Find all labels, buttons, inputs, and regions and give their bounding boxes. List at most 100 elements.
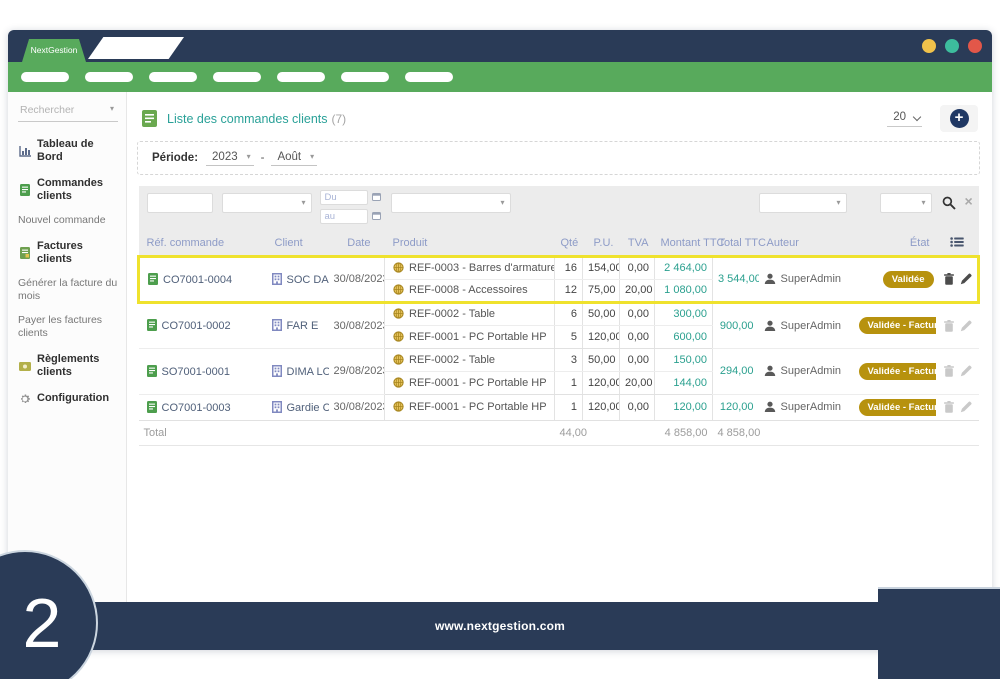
order-date: 30/08/2023 <box>328 394 385 421</box>
minimize-dot[interactable] <box>922 39 936 53</box>
sidebar-item-configuration[interactable]: Configuration <box>18 392 118 405</box>
building-icon <box>271 272 282 285</box>
order-qty: 16 <box>554 254 583 280</box>
window-controls <box>922 39 982 53</box>
filter-date-from-input[interactable]: Du <box>319 190 368 205</box>
pencil-icon[interactable] <box>960 273 972 285</box>
close-dot[interactable] <box>968 39 982 53</box>
column-header-auteur[interactable]: Auteur <box>758 232 854 256</box>
sidebar-item-nouvel-commande[interactable]: Nouvel commande <box>18 214 118 227</box>
column-header-p-u[interactable]: P.U. <box>582 232 620 256</box>
sidebar-item-commandes-clients[interactable]: Commandes clients <box>18 177 118 203</box>
filter-produit-select[interactable]: ▾ <box>390 193 511 213</box>
building-icon <box>271 319 282 331</box>
period-month-select[interactable]: Août ▾ <box>271 150 318 166</box>
sidebar-item-factures-clients[interactable]: Factures clients <box>18 240 118 266</box>
filter-ref-input[interactable] <box>146 193 213 213</box>
nav-pill-2[interactable] <box>85 72 133 82</box>
total-row: Total 44,00 4 858,00 4 858,00 <box>138 420 979 446</box>
order-row-CO7001-0002-line-1[interactable]: CO7001-0002 FAR E 30/08/2023 REF-0002 - Tab… <box>138 302 979 349</box>
clear-filters-icon[interactable]: × <box>964 193 973 209</box>
order-row-CO7001-0002-line-2[interactable]: REF-0001 - PC Portable HP 5 120,00 0,00 600,… <box>139 325 979 349</box>
total-label: Total <box>138 420 555 446</box>
order-produit: REF-0002 - Table <box>384 348 555 372</box>
maximize-dot[interactable] <box>945 39 959 53</box>
sidebar-item-g-n-rer-la-facture-du-mois[interactable]: Générer la facture du mois <box>18 277 118 303</box>
order-qty: 6 <box>554 302 583 326</box>
order-tva: 20,00 <box>619 279 655 304</box>
nav-pill-3[interactable] <box>149 72 197 82</box>
order-produit: REF-0003 - Barres d'armature de fer <box>384 254 555 280</box>
order-tva: 0,00 <box>619 394 655 421</box>
order-qty: 1 <box>554 371 583 395</box>
sidebar-item-r-glements-clients[interactable]: Règlements clients <box>18 353 118 379</box>
sidebar-search-select[interactable]: Rechercher ▾ <box>18 102 118 122</box>
order-actions <box>935 254 980 304</box>
filter-etat-select[interactable]: ▾ <box>879 193 932 213</box>
order-date: 29/08/2023 <box>328 348 385 395</box>
trash-icon[interactable] <box>943 365 954 377</box>
sidebar-item-label: Payer les factures clients <box>18 314 103 339</box>
column-header-produit[interactable]: Produit <box>384 232 555 256</box>
order-status: Validée - Facturé <box>853 394 936 421</box>
list-icon[interactable] <box>935 232 979 256</box>
chart-icon <box>18 145 31 157</box>
period-year-select[interactable]: 2023 ▾ <box>206 151 254 166</box>
nav-pill-6[interactable] <box>341 72 389 82</box>
column-header-tat[interactable]: État <box>853 232 936 256</box>
page-title: Liste des commandes clients <box>167 111 328 126</box>
column-header-qt[interactable]: Qté <box>554 232 583 256</box>
column-header-client[interactable]: Client <box>266 232 329 256</box>
trash-icon[interactable] <box>943 401 954 413</box>
order-qty: 3 <box>554 348 583 372</box>
slide-number: 2 <box>22 584 62 662</box>
package-icon <box>393 376 404 388</box>
nav-pill-5[interactable] <box>277 72 325 82</box>
filter-auteur-select[interactable]: ▾ <box>758 193 847 213</box>
trash-icon[interactable] <box>943 319 954 332</box>
nav-pill-1[interactable] <box>21 72 69 82</box>
column-header-date[interactable]: Date <box>328 232 385 256</box>
nav-pill-7[interactable] <box>405 72 453 82</box>
building-icon <box>271 364 282 377</box>
ghost-tab[interactable] <box>88 37 184 59</box>
sidebar-item-payer-les-factures-clients[interactable]: Payer les factures clients <box>18 314 118 340</box>
trash-icon[interactable] <box>943 273 954 285</box>
order-client: FAR E <box>266 302 329 349</box>
order-row-SO7001-0001-line-2[interactable]: REF-0001 - PC Portable HP 1 120,00 20,00 144… <box>139 371 979 395</box>
column-header-tva[interactable]: TVA <box>619 232 655 256</box>
period-month-value: Août <box>277 150 302 163</box>
order-pu: 50,00 <box>582 302 620 326</box>
calendar-icon[interactable] <box>371 192 381 204</box>
order-total-ttc: 900,00 <box>712 302 759 349</box>
calendar-icon[interactable] <box>371 211 381 223</box>
column-header-r-f-commande[interactable]: Réf. commande <box>138 232 267 256</box>
gear-icon <box>18 393 31 405</box>
filter-row: ▾ Du au ▾ ▾ ▾ × <box>138 186 979 232</box>
pencil-icon[interactable] <box>960 401 972 413</box>
filter-date-to-input[interactable]: au <box>319 209 368 224</box>
column-header-montant-ttc[interactable]: Montant TTC <box>654 232 725 256</box>
nav-pill-4[interactable] <box>213 72 261 82</box>
order-produit: REF-0002 - Table <box>384 302 555 326</box>
sidebar-item-tableau-de-bord[interactable]: Tableau de Bord <box>18 138 118 164</box>
user-icon <box>764 320 776 331</box>
corner-decoration <box>878 587 1000 679</box>
pencil-icon[interactable] <box>960 320 972 332</box>
brand-tab[interactable]: NextGestion <box>22 39 86 62</box>
order-row-CO7001-0004-line-2[interactable]: REF-0008 - Accessoires 12 75,00 20,00 1 080,… <box>139 279 979 304</box>
column-header-total-ttc[interactable]: Total TTC <box>712 232 766 256</box>
chevron-down-icon: ▾ <box>246 151 251 161</box>
page-size-select[interactable]: 20 <box>887 111 922 127</box>
search-icon[interactable] <box>942 196 956 213</box>
filter-client-select[interactable]: ▾ <box>221 193 312 213</box>
add-order-button[interactable]: + <box>940 105 978 132</box>
chevron-down-icon: ▾ <box>310 151 315 161</box>
pencil-icon[interactable] <box>960 365 972 377</box>
package-icon <box>393 330 404 342</box>
main-navbar <box>8 62 992 92</box>
